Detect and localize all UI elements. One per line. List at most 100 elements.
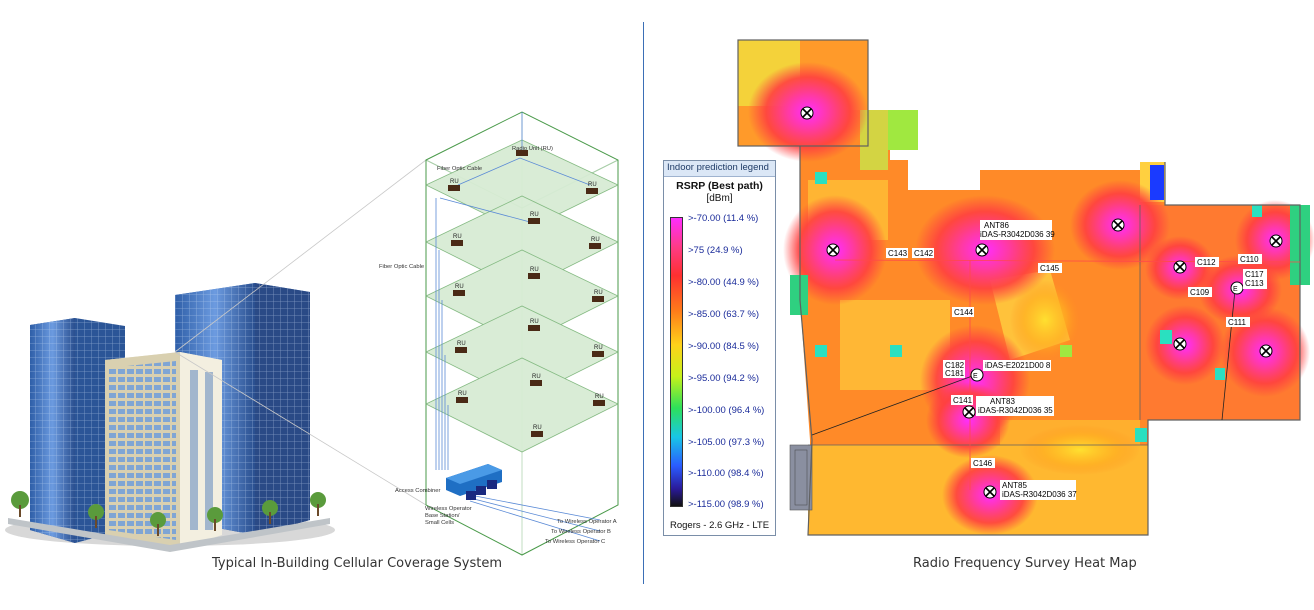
base-station-label: Wireless Operator	[425, 506, 472, 512]
antenna-icon	[1173, 260, 1187, 274]
ru-label: RU	[588, 182, 597, 188]
legend-item: >-105.00 (97.3 %)	[688, 437, 765, 448]
cable-label: C141	[953, 396, 973, 405]
heat-map-panel: E E ANT86 iDAS-R3042D036 39 C143 C142 C1…	[648, 0, 1314, 605]
cable-label: C146	[973, 459, 993, 468]
cable-label: C181	[945, 369, 965, 378]
ru-box	[592, 351, 604, 357]
access-combiner	[446, 464, 502, 500]
head-end-icon: E	[1230, 281, 1244, 295]
cable-label: C113	[1245, 279, 1264, 288]
ru-label: RU	[530, 319, 539, 325]
antenna-label: ANT83	[990, 397, 1015, 406]
antenna-icon	[1173, 337, 1187, 351]
panel-divider	[643, 22, 644, 584]
trees	[11, 491, 326, 536]
antenna-label: iDAS-R3042D036 35	[978, 406, 1053, 415]
antenna-icon	[1111, 218, 1125, 232]
ru-box	[528, 218, 540, 224]
cable-label: C143	[888, 249, 908, 258]
ru-label: RU	[457, 341, 466, 347]
legend-item: >75 (24.9 %)	[688, 245, 743, 256]
fiber-cables	[435, 112, 601, 542]
antenna-icon	[800, 106, 814, 120]
cable-label: C111	[1228, 318, 1246, 327]
antenna-icon	[1269, 234, 1283, 248]
legend-footer: Rogers - 2.6 GHz - LTE	[670, 520, 770, 531]
antenna-icon	[975, 243, 989, 257]
ground-plate	[8, 518, 330, 552]
feed-line	[811, 374, 976, 436]
legend-color-scale	[670, 217, 683, 507]
svg-text:E: E	[973, 373, 978, 380]
base-station-label: Base Station/	[425, 513, 460, 519]
ru-box	[451, 240, 463, 246]
right-caption: Radio Frequency Survey Heat Map	[913, 556, 1137, 571]
head-end-icon: E	[970, 368, 984, 382]
ru-label: RU	[532, 374, 541, 380]
stairwell	[789, 444, 813, 511]
cable-label: C142	[914, 249, 934, 258]
svg-text:E: E	[1233, 286, 1238, 293]
ru-box	[456, 397, 468, 403]
antenna-icon	[826, 243, 840, 257]
antennas: E E	[800, 106, 1283, 499]
ru-label: RU	[455, 284, 464, 290]
in-building-system-panel: RU RU RU RU RU RU RU RU RU RU RU RU RU R…	[0, 0, 640, 605]
ru-box	[586, 188, 598, 194]
ru-label: RU	[453, 234, 462, 240]
ru-box	[593, 400, 605, 406]
pillar-spots	[790, 110, 1310, 442]
projection-line	[174, 159, 427, 353]
legend-unit: [dBm]	[706, 193, 733, 204]
ru-box	[448, 185, 460, 191]
ru-label: RU	[450, 179, 459, 185]
legend-item: >-100.00 (96.4 %)	[688, 405, 765, 416]
cable-label: C145	[1040, 264, 1060, 273]
tower-middle	[105, 352, 222, 548]
ru-label: RU	[530, 212, 539, 218]
ru-box	[531, 431, 543, 437]
cable-label: C109	[1190, 288, 1210, 297]
left-caption: Typical In-Building Cellular Coverage Sy…	[212, 556, 502, 571]
cable-label: C182	[945, 361, 965, 370]
head-end-label: iDAS-E2021D00 8	[985, 361, 1051, 370]
legend-item: >-80.00 (44.9 %)	[688, 277, 760, 288]
ru-labels: RU RU RU RU RU RU RU RU RU RU RU RU RU R…	[450, 179, 604, 431]
in-building-diagram: RU RU RU RU RU RU RU RU RU RU RU RU RU R…	[5, 111, 619, 556]
legend-item: >-85.00 (63.7 %)	[688, 309, 760, 320]
antenna-icon	[983, 485, 997, 499]
ru-label: RU	[458, 391, 467, 397]
radio-units	[448, 150, 605, 437]
antenna-label: ANT86	[984, 221, 1009, 230]
antenna-icon	[1259, 344, 1273, 358]
radio-unit-label: Radio Unit (RU)	[512, 146, 553, 152]
ru-box	[530, 380, 542, 386]
ru-label: RU	[533, 425, 542, 431]
cable-label: C117	[1245, 270, 1264, 279]
legend-item: >-90.00 (84.5 %)	[688, 341, 760, 352]
base-station-label: Small Cells	[425, 520, 454, 526]
ru-box	[589, 243, 601, 249]
antenna-label: iDAS-R3042D036 39	[980, 230, 1055, 239]
map-labels: ANT86 iDAS-R3042D036 39 C143 C142 C145 C…	[886, 220, 1267, 500]
prediction-legend: Indoor prediction legend RSRP (Best path…	[663, 160, 776, 536]
antenna-icon	[962, 405, 976, 419]
legend-item: >-95.00 (94.2 %)	[688, 373, 760, 384]
operator-b-label: To Wireless Operator B	[551, 529, 611, 535]
cabling	[834, 259, 1301, 490]
diagram-labels: Radio Unit (RU) Fiber Optic Cable Fiber …	[379, 146, 617, 545]
legend-title: RSRP (Best path)	[676, 180, 763, 192]
feed-line	[1221, 289, 1236, 421]
ru-label: RU	[595, 394, 604, 400]
fiber-label-side: Fiber Optic Cable	[379, 264, 424, 270]
cable-label: C112	[1197, 258, 1216, 267]
projection-line	[174, 351, 427, 506]
legend-item: >-110.00 (98.4 %)	[688, 468, 764, 479]
ru-box	[455, 347, 467, 353]
antenna-label: ANT85	[1002, 481, 1027, 490]
cable-label: C110	[1240, 255, 1259, 264]
ru-box	[528, 325, 540, 331]
heat-map: E E ANT86 iDAS-R3042D036 39 C143 C142 C1…	[737, 39, 1314, 536]
ru-label: RU	[594, 290, 603, 296]
